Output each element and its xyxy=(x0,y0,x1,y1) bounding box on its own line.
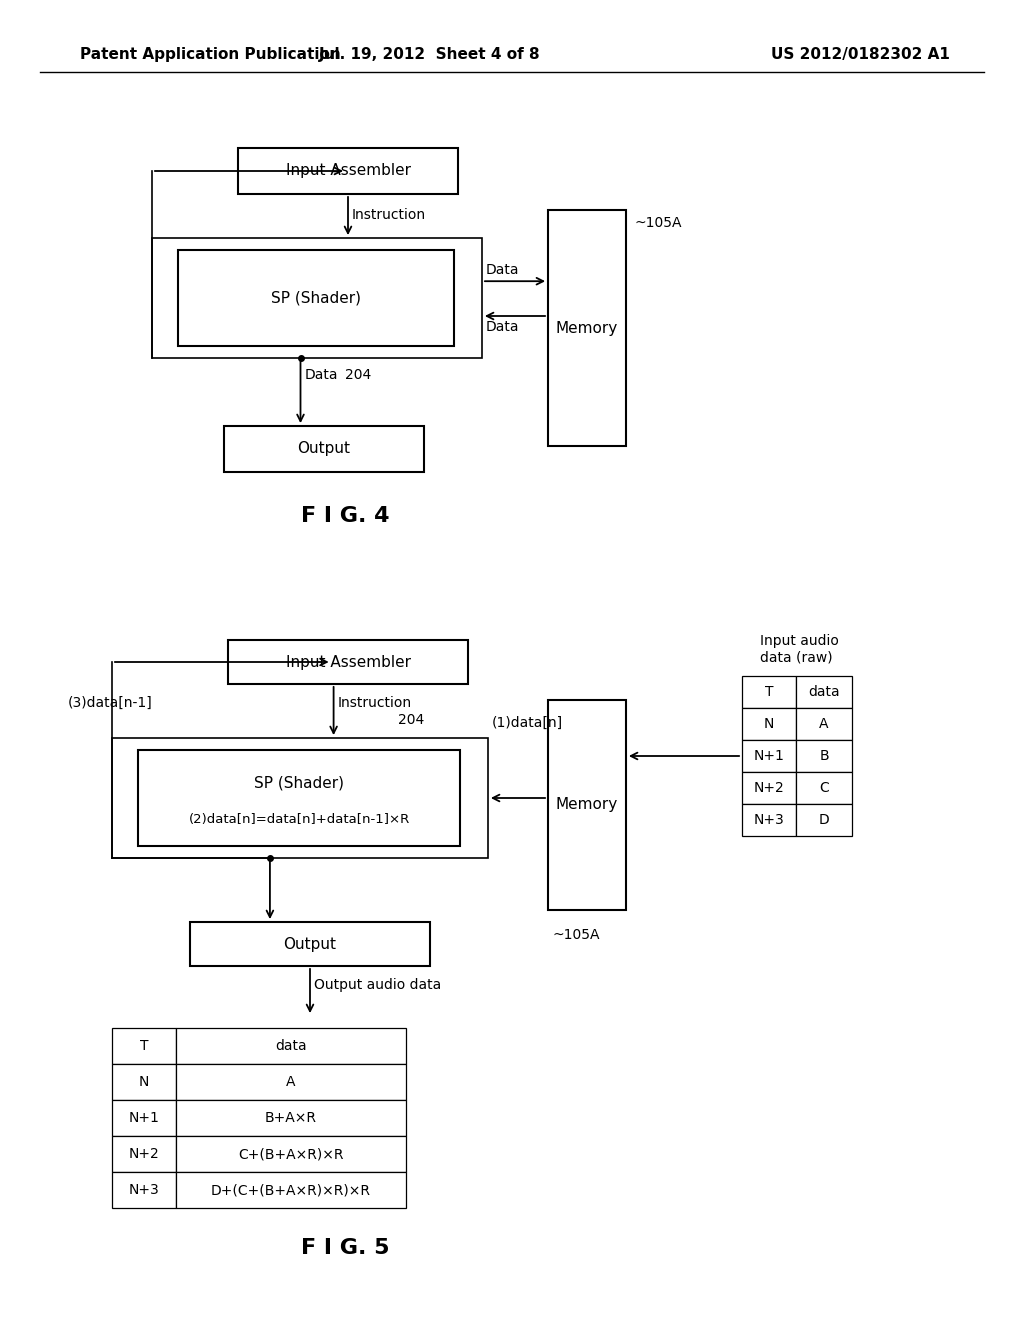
Text: Data: Data xyxy=(486,319,519,334)
Bar xyxy=(138,750,460,846)
Text: N+1: N+1 xyxy=(129,1111,160,1125)
Text: B+A×R: B+A×R xyxy=(265,1111,317,1125)
Bar xyxy=(112,1137,176,1172)
Text: Instruction: Instruction xyxy=(338,696,412,710)
Bar xyxy=(548,700,626,909)
Bar xyxy=(152,238,482,358)
Bar xyxy=(112,1100,176,1137)
Text: Data: Data xyxy=(486,263,519,277)
Bar xyxy=(176,1137,406,1172)
Text: Input Assembler: Input Assembler xyxy=(286,164,411,178)
Text: Input audio
data (raw): Input audio data (raw) xyxy=(760,634,839,664)
Text: (2)data[n]=data[n]+data[n-1]×R: (2)data[n]=data[n]+data[n-1]×R xyxy=(188,813,410,825)
Text: SP (Shader): SP (Shader) xyxy=(271,290,361,305)
Bar xyxy=(176,1100,406,1137)
Bar xyxy=(742,708,796,741)
Text: N+3: N+3 xyxy=(129,1183,160,1197)
Text: B: B xyxy=(819,748,828,763)
Bar xyxy=(112,738,488,858)
Text: N+3: N+3 xyxy=(754,813,784,828)
Text: Jul. 19, 2012  Sheet 4 of 8: Jul. 19, 2012 Sheet 4 of 8 xyxy=(319,48,541,62)
Bar xyxy=(548,210,626,446)
Text: D+(C+(B+A×R)×R)×R: D+(C+(B+A×R)×R)×R xyxy=(211,1183,371,1197)
Text: N+2: N+2 xyxy=(754,781,784,795)
Text: US 2012/0182302 A1: US 2012/0182302 A1 xyxy=(771,48,950,62)
Text: T: T xyxy=(139,1039,148,1053)
Text: N+2: N+2 xyxy=(129,1147,160,1162)
Text: ~105A: ~105A xyxy=(634,216,682,230)
Text: Memory: Memory xyxy=(556,797,618,813)
Bar xyxy=(796,804,852,836)
Text: N: N xyxy=(139,1074,150,1089)
Text: A: A xyxy=(819,717,828,731)
Bar xyxy=(238,148,458,194)
Bar xyxy=(742,676,796,708)
Bar xyxy=(796,676,852,708)
Text: Output audio data: Output audio data xyxy=(314,978,441,993)
Text: F I G. 5: F I G. 5 xyxy=(301,1238,389,1258)
Bar xyxy=(112,1172,176,1208)
Bar xyxy=(176,1028,406,1064)
Bar xyxy=(742,772,796,804)
Text: Patent Application Publication: Patent Application Publication xyxy=(80,48,341,62)
Text: Instruction: Instruction xyxy=(352,209,426,222)
Text: ~105A: ~105A xyxy=(552,928,599,942)
Text: T: T xyxy=(765,685,773,700)
Bar xyxy=(796,772,852,804)
Text: (3)data[n-1]: (3)data[n-1] xyxy=(68,696,153,710)
Text: data: data xyxy=(275,1039,307,1053)
Bar xyxy=(178,249,454,346)
Text: C+(B+A×R)×R: C+(B+A×R)×R xyxy=(239,1147,344,1162)
Bar xyxy=(742,804,796,836)
Bar xyxy=(176,1172,406,1208)
Text: D: D xyxy=(818,813,829,828)
Bar xyxy=(176,1064,406,1100)
Bar xyxy=(796,708,852,741)
Bar xyxy=(742,741,796,772)
Text: N: N xyxy=(764,717,774,731)
Bar xyxy=(190,921,430,966)
Text: C: C xyxy=(819,781,828,795)
Text: F I G. 4: F I G. 4 xyxy=(301,506,389,525)
Text: (1)data[n]: (1)data[n] xyxy=(492,715,563,730)
Bar xyxy=(228,640,468,684)
Text: A: A xyxy=(287,1074,296,1089)
Text: Memory: Memory xyxy=(556,321,618,335)
Bar xyxy=(112,1064,176,1100)
Bar xyxy=(224,426,424,473)
Text: Input Assembler: Input Assembler xyxy=(286,655,411,669)
Text: 204: 204 xyxy=(397,713,424,727)
Text: Output: Output xyxy=(284,936,337,952)
Text: 204: 204 xyxy=(344,368,371,381)
Text: Data: Data xyxy=(304,368,338,381)
Bar xyxy=(112,1028,176,1064)
Text: N+1: N+1 xyxy=(754,748,784,763)
Text: Output: Output xyxy=(298,441,350,457)
Text: SP (Shader): SP (Shader) xyxy=(254,775,344,791)
Bar xyxy=(796,741,852,772)
Text: data: data xyxy=(808,685,840,700)
